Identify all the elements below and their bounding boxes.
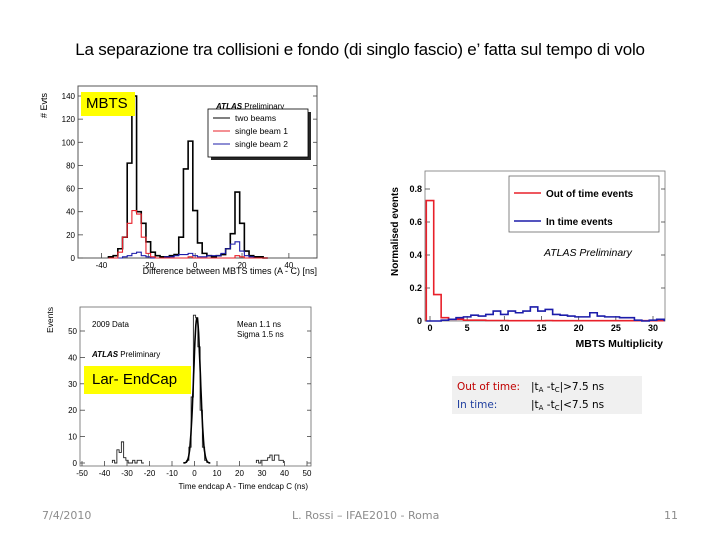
- multiplicity-legend: Out of time events In time events: [514, 189, 634, 228]
- mbts-highlight-label: MBTS: [81, 92, 135, 116]
- svg-text:-20: -20: [143, 261, 155, 270]
- note-out-of-time-row: Out of time: |tA -tC|>7.5 ns: [457, 380, 642, 398]
- mbts-atlas-label: ATLAS Preliminary: [215, 102, 284, 111]
- svg-text:0.8: 0.8: [409, 184, 422, 194]
- svg-text:0: 0: [73, 459, 78, 468]
- svg-text:-30: -30: [121, 469, 133, 478]
- note-expr-part: |t: [531, 399, 539, 411]
- multiplicity-x-ticks: 0 5 10 15 20 25 30: [427, 316, 658, 333]
- svg-text:single beam 2: single beam 2: [235, 139, 288, 149]
- svg-text:In time events: In time events: [546, 217, 613, 228]
- multiplicity-y-ticks: 0 0.2 0.4 0.6 0.8: [409, 184, 665, 326]
- svg-text:0: 0: [427, 323, 432, 333]
- note-expr-part: |t: [531, 381, 539, 393]
- lar-atlas-label: ATLAS Preliminary: [91, 350, 160, 359]
- footer-page-number: 11: [664, 509, 678, 522]
- note-expr-part: -t: [543, 399, 555, 411]
- lar-stat-sigma: Sigma 1.5 ns: [237, 330, 284, 339]
- svg-text:100: 100: [62, 138, 76, 147]
- svg-text:80: 80: [66, 161, 75, 170]
- note-expr-part: -t: [543, 381, 555, 393]
- mbts-series: [107, 95, 268, 259]
- lar-x-axis-label: Time endcap A - Time endcap C (ns): [178, 482, 308, 491]
- svg-text:30: 30: [258, 469, 267, 478]
- svg-text:20: 20: [238, 261, 247, 270]
- lar-y-axis-label: Events: [45, 307, 55, 333]
- svg-text:15: 15: [536, 323, 546, 333]
- svg-text:60: 60: [66, 185, 75, 194]
- svg-text:0: 0: [71, 254, 76, 263]
- lar-subtitle: 2009 Data: [92, 320, 129, 329]
- note-sub-c: C: [554, 386, 560, 394]
- lar-x-ticks: -50 -40 -30 -20 -10 0 10 20 30 40 50: [76, 461, 312, 478]
- svg-text:single beam 1: single beam 1: [235, 126, 288, 136]
- slide-title: La separazione tra collisioni e fondo (d…: [75, 40, 645, 59]
- svg-text:0.6: 0.6: [409, 217, 422, 227]
- lar-endcap-highlight-label: Lar- EndCap: [84, 366, 191, 394]
- svg-text:50: 50: [68, 327, 77, 336]
- svg-text:40: 40: [280, 469, 289, 478]
- svg-text:40: 40: [284, 261, 293, 270]
- timing-condition-note: Out of time: |tA -tC|>7.5 ns In time: |tA …: [452, 376, 642, 414]
- multiplicity-y-axis-label: Normalised events: [390, 187, 401, 276]
- note-sub-c: C: [554, 404, 560, 412]
- svg-text:30: 30: [68, 380, 77, 389]
- multiplicity-atlas-label: ATLAS Preliminary: [543, 247, 633, 259]
- note-sub-a: A: [538, 386, 544, 394]
- mbts-y-ticks: 0 20 40 60 80 100 120 140: [62, 92, 317, 263]
- note-in-time-label: In time:: [457, 399, 498, 411]
- svg-text:25: 25: [611, 323, 621, 333]
- svg-text:0.2: 0.2: [409, 283, 422, 293]
- svg-text:two beams: two beams: [235, 113, 276, 123]
- svg-text:20: 20: [235, 469, 244, 478]
- svg-text:140: 140: [62, 92, 76, 101]
- svg-text:40: 40: [66, 208, 75, 217]
- svg-text:10: 10: [213, 469, 222, 478]
- svg-text:20: 20: [66, 231, 75, 240]
- svg-text:-10: -10: [166, 469, 178, 478]
- svg-text:20: 20: [68, 406, 77, 415]
- lar-y-ticks: 0 10 20 30 40 50: [68, 327, 311, 468]
- svg-text:-40: -40: [96, 261, 108, 270]
- note-expr-part: |>7.5 ns: [559, 381, 605, 393]
- svg-text:0: 0: [193, 261, 198, 270]
- svg-text:0.4: 0.4: [409, 250, 422, 260]
- note-in-time-row: In time: |tA -tC|<7.5 ns: [457, 398, 642, 416]
- footer-author: L. Rossi – IFAE2010 - Roma: [292, 509, 440, 522]
- svg-text:-20: -20: [144, 469, 156, 478]
- svg-text:0: 0: [417, 316, 422, 326]
- svg-text:50: 50: [303, 469, 312, 478]
- svg-text:5: 5: [465, 323, 470, 333]
- svg-text:0: 0: [192, 469, 197, 478]
- lar-series: [111, 314, 284, 464]
- svg-text:120: 120: [62, 115, 76, 124]
- svg-text:-50: -50: [76, 469, 88, 478]
- mbts-y-axis-label: # Evts: [39, 92, 49, 118]
- mbts-x-axis-label: Difference between MBTS times (A - C) [n…: [143, 266, 317, 276]
- svg-text:30: 30: [648, 323, 658, 333]
- svg-text:10: 10: [68, 433, 77, 442]
- note-out-of-time-label: Out of time:: [457, 381, 521, 393]
- mbts-legend: two beams single beam 1 single beam 2: [213, 113, 288, 149]
- note-sub-a: A: [538, 404, 544, 412]
- svg-text:Out of time events: Out of time events: [546, 189, 634, 200]
- multiplicity-series: [425, 199, 665, 322]
- svg-text:10: 10: [499, 323, 509, 333]
- svg-text:20: 20: [574, 323, 584, 333]
- mbts-x-ticks: -40 -20 0 20 40: [96, 253, 294, 270]
- lar-stat-mean: Mean 1.1 ns: [237, 320, 281, 329]
- svg-text:-40: -40: [99, 469, 111, 478]
- note-expr-part: |<7.5 ns: [559, 399, 605, 411]
- svg-text:40: 40: [68, 353, 77, 362]
- footer-date: 7/4/2010: [42, 509, 92, 522]
- multiplicity-x-axis-label: MBTS Multiplicity: [576, 338, 664, 350]
